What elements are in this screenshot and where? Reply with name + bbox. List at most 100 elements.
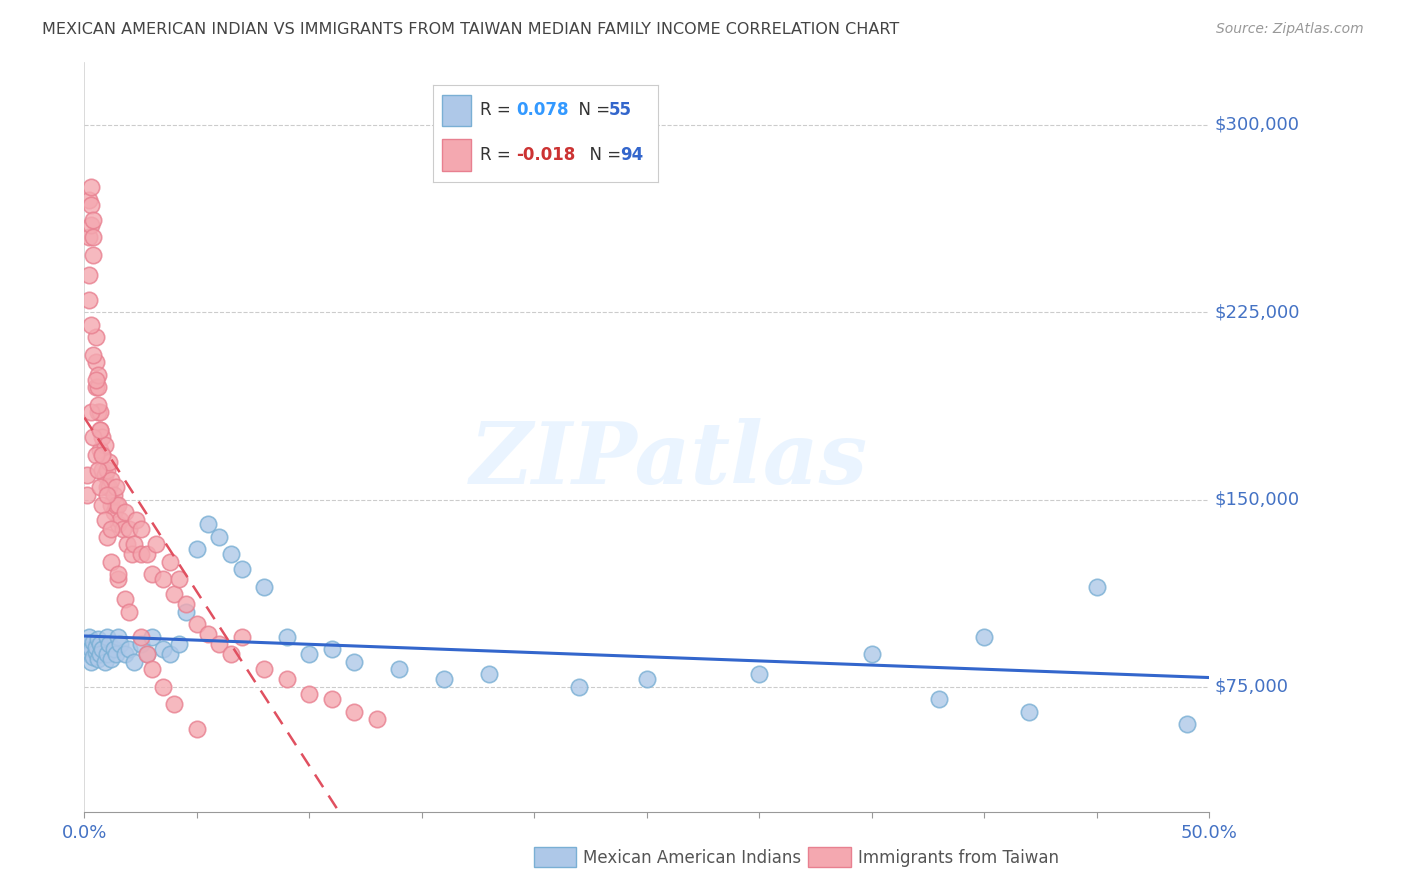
Point [93,467,115,482]
Point [174,605,197,619]
Point [87,405,110,419]
Point [253,580,276,594]
Text: $75,000: $75,000 [1215,678,1289,696]
Point [89,405,111,419]
Point [91,498,114,512]
Point [163,587,186,601]
Point [159,648,181,662]
Point [152,680,174,694]
Point [568,680,591,694]
Point [1175,717,1198,731]
Text: Source: ZipAtlas.com: Source: ZipAtlas.com [1216,22,1364,37]
Point [167,637,190,651]
Point [129,630,152,644]
Point [343,655,366,669]
Point [91,430,114,444]
Point [82,348,104,362]
Point [121,548,143,562]
Point [107,630,129,644]
Point [84,355,107,369]
Point [141,630,163,644]
Point [80,180,103,194]
Point [87,380,110,394]
Point [253,662,276,676]
Point [80,318,103,332]
Point [96,648,118,662]
Point [136,548,159,562]
Point [89,637,111,651]
Point [93,655,115,669]
Point [1085,580,1108,594]
Point [91,448,114,462]
Point [84,645,107,659]
Point [82,430,104,444]
Point [100,652,122,666]
Point [77,268,100,282]
Point [100,498,122,512]
Point [76,487,98,501]
Point [298,648,321,662]
Point [231,562,253,576]
Point [80,405,103,419]
Text: Immigrants from Taiwan: Immigrants from Taiwan [858,849,1059,867]
Point [98,637,121,651]
Point [82,212,104,227]
Point [76,637,98,651]
Point [163,698,186,712]
Point [118,642,141,657]
Point [104,480,127,494]
Point [87,368,110,382]
Point [84,373,107,387]
Point [82,248,104,262]
Point [125,512,148,526]
Point [321,692,343,706]
Point [145,537,167,551]
Point [167,573,190,587]
Point [80,218,103,232]
Point [276,673,298,687]
Text: ZIPatlas: ZIPatlas [470,417,869,501]
Point [122,537,145,551]
Point [197,627,219,641]
Point [197,517,219,532]
Point [100,473,122,487]
Point [110,637,132,651]
Point [219,648,242,662]
Point [91,642,114,657]
Point [96,487,118,501]
Point [77,193,100,207]
Point [114,505,136,519]
Point [89,423,111,437]
Point [276,630,298,644]
Text: Mexican American Indians: Mexican American Indians [583,849,801,867]
Point [80,642,103,657]
Point [82,635,104,649]
Point [98,480,121,494]
Point [89,442,111,457]
Point [186,542,208,557]
Point [114,648,136,662]
Point [107,567,129,582]
Point [107,517,129,532]
Point [82,649,104,664]
Point [478,667,501,681]
Point [96,462,118,476]
Point [298,687,321,701]
Point [76,467,98,482]
Point [100,523,122,537]
Point [129,548,152,562]
Point [87,652,110,666]
Point [141,567,163,582]
Point [388,662,411,676]
Point [91,462,114,476]
Point [141,662,163,676]
Point [84,640,107,654]
Point [973,630,995,644]
Point [636,673,658,687]
Point [87,398,110,412]
Point [96,630,118,644]
Point [104,648,127,662]
Point [343,705,366,719]
Point [110,512,132,526]
Point [96,530,118,544]
